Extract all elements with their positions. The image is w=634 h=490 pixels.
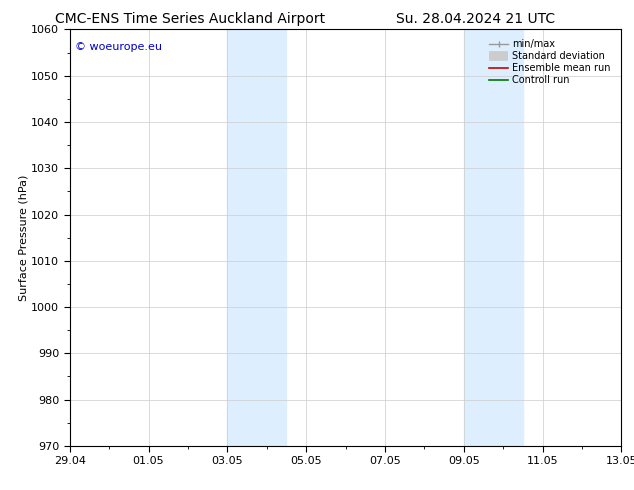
Text: Su. 28.04.2024 21 UTC: Su. 28.04.2024 21 UTC — [396, 12, 555, 26]
Bar — [463, 29, 523, 446]
Legend: min/max, Standard deviation, Ensemble mean run, Controll run: min/max, Standard deviation, Ensemble me… — [486, 36, 614, 88]
Bar — [228, 29, 287, 446]
Text: © woeurope.eu: © woeurope.eu — [75, 42, 162, 52]
Y-axis label: Surface Pressure (hPa): Surface Pressure (hPa) — [18, 174, 29, 301]
Text: CMC-ENS Time Series Auckland Airport: CMC-ENS Time Series Auckland Airport — [55, 12, 325, 26]
